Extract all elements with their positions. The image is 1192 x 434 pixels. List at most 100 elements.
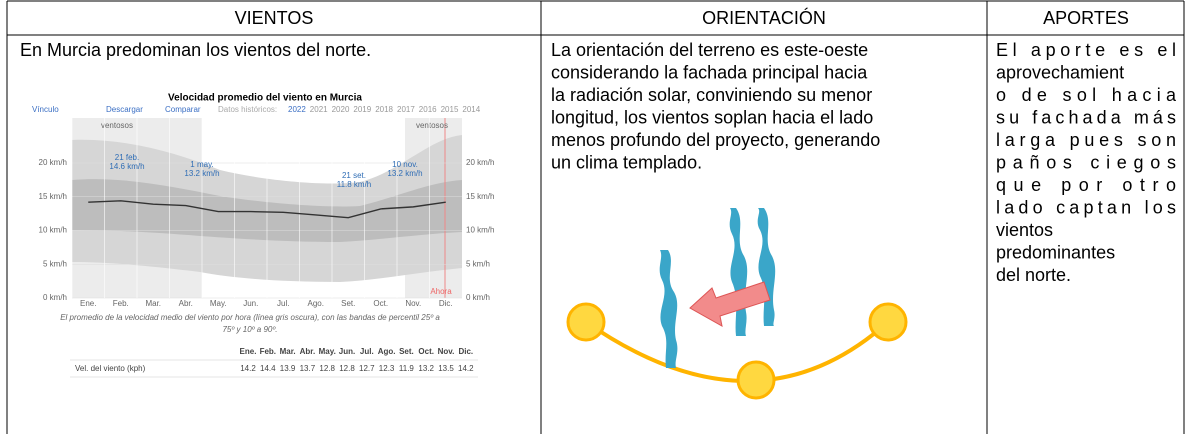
diagram bbox=[566, 208, 908, 400]
cell-text: longitud, los vientos soplan hacia el la… bbox=[551, 107, 873, 127]
cell-text: En Murcia predominan los vientos del nor… bbox=[20, 40, 371, 60]
x-tick-label: Nov. bbox=[405, 299, 421, 308]
cell-text: su fachada más bbox=[996, 107, 1176, 127]
cell-text: o de sol hacia bbox=[996, 85, 1177, 105]
cell-text: larga pues son bbox=[996, 130, 1176, 150]
y-tick-label: 20 km/h bbox=[39, 158, 67, 167]
table-value: 14.4 bbox=[260, 364, 276, 373]
year-link: 2018 bbox=[375, 105, 393, 114]
y-tick-label: 20 km/h bbox=[466, 158, 494, 167]
x-tick-label: Dic. bbox=[439, 299, 453, 308]
table-header: Dic. bbox=[458, 347, 473, 356]
annotation: 14.6 km/h bbox=[109, 162, 144, 171]
year-link: 2021 bbox=[310, 105, 328, 114]
y-tick-label: 15 km/h bbox=[39, 192, 67, 201]
cell-text: aprovechamient bbox=[996, 62, 1124, 82]
y-tick-label: 0 km/h bbox=[43, 293, 67, 302]
table-header: Ene. bbox=[240, 347, 257, 356]
y-tick-label: 0 km/h bbox=[466, 293, 490, 302]
cell-text: predominantes bbox=[996, 242, 1115, 262]
annotation: 21 set. bbox=[342, 171, 366, 180]
y-tick-label: 5 km/h bbox=[43, 259, 67, 268]
table-value: 11.9 bbox=[399, 364, 415, 373]
cell-text: vientos bbox=[996, 220, 1053, 240]
annotation: 11.8 km/h bbox=[337, 180, 372, 189]
x-tick-label: Abr. bbox=[179, 299, 193, 308]
table-header: May. bbox=[319, 347, 336, 356]
table-value: 13.5 bbox=[438, 364, 454, 373]
link[interactable]: Comparar bbox=[165, 105, 201, 114]
cell-text: que por otro bbox=[996, 175, 1176, 195]
cell-text: lado captan los bbox=[996, 197, 1176, 217]
cell-text: la radiación solar, conviniendo su menor bbox=[551, 85, 872, 105]
cell-text: La orientación del terreno es este-oeste bbox=[551, 40, 868, 60]
x-tick-label: Feb. bbox=[113, 299, 129, 308]
table-value: 13.9 bbox=[280, 364, 296, 373]
caption: 75º y 10º a 90º. bbox=[222, 325, 277, 334]
table-value: 12.8 bbox=[339, 364, 355, 373]
table-borders bbox=[6, 0, 1185, 434]
header: ORIENTACIÓN bbox=[702, 7, 826, 28]
cell-text: del norte. bbox=[996, 265, 1071, 285]
year-link: 2019 bbox=[353, 105, 371, 114]
cell-text: un clima templado. bbox=[551, 152, 702, 172]
table-value: 12.3 bbox=[379, 364, 395, 373]
x-tick-label: Mar. bbox=[145, 299, 161, 308]
y-tick-label: 15 km/h bbox=[466, 192, 494, 201]
x-tick-label: Set. bbox=[341, 299, 355, 308]
table-header: Ago. bbox=[378, 347, 396, 356]
table-value: 14.2 bbox=[240, 364, 256, 373]
link[interactable]: Vínculo bbox=[32, 105, 59, 114]
x-tick-label: Ene. bbox=[80, 299, 96, 308]
year-link: 2014 bbox=[462, 105, 480, 114]
y-tick-label: 10 km/h bbox=[466, 226, 494, 235]
x-tick-label: Jun. bbox=[243, 299, 258, 308]
x-tick-label: Ago. bbox=[308, 299, 324, 308]
cell-text: paños ciegos bbox=[996, 152, 1176, 172]
table-value: 14.2 bbox=[458, 364, 474, 373]
year-link: 2016 bbox=[419, 105, 437, 114]
link[interactable]: Descargar bbox=[106, 105, 143, 114]
table-header: Oct. bbox=[418, 347, 434, 356]
x-tick-label: May. bbox=[210, 299, 227, 308]
y-tick-label: 5 km/h bbox=[466, 259, 490, 268]
wind-line bbox=[88, 200, 446, 219]
caption: El promedio de la velocidad medio del vi… bbox=[60, 313, 440, 322]
year-link: 2020 bbox=[332, 105, 350, 114]
table-value: 12.7 bbox=[359, 364, 375, 373]
table-header: Set. bbox=[399, 347, 414, 356]
year-link: 2015 bbox=[441, 105, 459, 114]
annotation: 1 may. bbox=[190, 160, 213, 169]
annotation: 13.2 km/h bbox=[184, 169, 219, 178]
table-header: Abr. bbox=[300, 347, 316, 356]
table-header: Feb. bbox=[260, 347, 276, 356]
cell-text: menos profundo del proyecto, generando bbox=[551, 130, 880, 150]
table-header: Nov. bbox=[438, 347, 455, 356]
table-value: 12.8 bbox=[319, 364, 335, 373]
cell-text: El aporte es el bbox=[996, 40, 1176, 60]
historic-label: Datos históricos: bbox=[218, 105, 277, 114]
annotation: 13.2 km/h bbox=[387, 169, 422, 178]
windy-label: ventosos bbox=[416, 121, 448, 130]
now-label: Ahora bbox=[430, 287, 452, 296]
year-link: 2017 bbox=[397, 105, 415, 114]
table-value: 13.7 bbox=[300, 364, 316, 373]
header: VIENTOS bbox=[235, 8, 314, 28]
header: APORTES bbox=[1043, 8, 1129, 28]
table-value: 13.2 bbox=[418, 364, 434, 373]
chart-title: Velocidad promedio del viento en Murcia bbox=[168, 93, 362, 104]
annotation: 21 feb. bbox=[115, 153, 139, 162]
x-tick-label: Jul. bbox=[277, 299, 289, 308]
x-tick-label: Oct. bbox=[373, 299, 388, 308]
windy-label: ventosos bbox=[101, 121, 133, 130]
cell-text: considerando la fachada principal hacia bbox=[551, 62, 868, 82]
annotation: 10 nov. bbox=[392, 160, 418, 169]
table-header: Mar. bbox=[280, 347, 296, 356]
y-tick-label: 10 km/h bbox=[39, 226, 67, 235]
table-header: Jun. bbox=[339, 347, 355, 356]
table-header: Jul. bbox=[360, 347, 374, 356]
year-link: 2022 bbox=[288, 105, 306, 114]
row-label: Vel. del viento (kph) bbox=[75, 364, 146, 373]
